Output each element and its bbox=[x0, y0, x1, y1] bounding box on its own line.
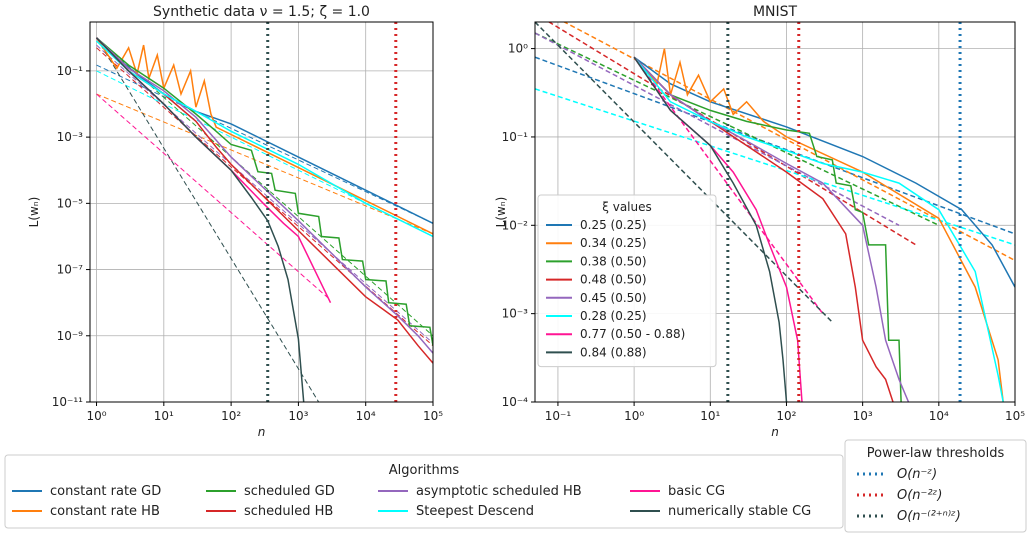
legend-label: O(n⁻²ᶻ) bbox=[897, 488, 942, 503]
x-tick-label: 10⁵ bbox=[423, 409, 443, 423]
y-tick-label: 10⁰ bbox=[508, 42, 528, 56]
x-tick-label: 10⁰ bbox=[86, 409, 106, 423]
legend-label: O(n⁻⁽²⁺ⁿ⁾ᶻ) bbox=[897, 509, 961, 524]
y-axis-label: L(wₙ) bbox=[494, 197, 508, 228]
algorithms-legend: Algorithms constant rate GD constant rate … bbox=[4, 454, 844, 529]
legend-label: scheduled GD bbox=[244, 484, 335, 499]
series-line bbox=[95, 40, 433, 238]
chart-title: Synthetic data ν = 1.5; ζ = 1.0 bbox=[153, 4, 370, 20]
legend-label: O(n⁻ᶻ) bbox=[897, 467, 937, 482]
plot-area bbox=[95, 22, 433, 402]
series-line bbox=[95, 37, 433, 354]
y-tick-label: 10⁻⁴ bbox=[502, 395, 529, 409]
legend-label: 0.48 (0.50) bbox=[580, 273, 647, 287]
y-axis-label: L(wₙ) bbox=[27, 197, 41, 228]
asymptote-line bbox=[96, 64, 433, 224]
asymptote-line bbox=[535, 32, 940, 226]
series-line bbox=[633, 56, 788, 402]
y-tick-label: 10⁻⁵ bbox=[57, 196, 84, 210]
series-line bbox=[633, 56, 902, 402]
asymptote-line bbox=[96, 93, 433, 235]
power-law-thresholds-legend: Power-law thresholds O(n⁻ᶻ) O(n⁻²ᶻ) O(n⁻⁽²⁺… bbox=[844, 439, 1027, 533]
y-tick-label: 10⁻³ bbox=[502, 307, 529, 321]
axes-frame bbox=[89, 21, 434, 403]
x-tick-label: 10⁴ bbox=[929, 409, 949, 423]
legend-title: Algorithms bbox=[389, 463, 460, 478]
y-tick-label: 10⁻¹¹ bbox=[52, 395, 83, 409]
asymptote-line bbox=[535, 56, 1015, 235]
y-tick-label: 10⁻⁷ bbox=[57, 263, 84, 277]
y-tick-label: 10⁻⁹ bbox=[57, 329, 84, 343]
legend-label: Steepest Descend bbox=[416, 504, 534, 519]
asymptote-line bbox=[633, 56, 824, 315]
asymptote-line bbox=[547, 22, 917, 246]
legend-label: scheduled HB bbox=[244, 504, 333, 519]
synthetic-data-panel: 10⁰ 10¹ 10² 10³ 10⁴ 10⁵ 10⁻¹¹ 10⁻⁹ 10⁻⁷ 10⁻⁵ 10⁻³ 1… bbox=[27, 4, 443, 439]
asymptote-line bbox=[96, 37, 320, 402]
asymptote-line bbox=[535, 32, 900, 226]
legend-box bbox=[537, 194, 717, 368]
x-tick-label: 10¹ bbox=[154, 409, 174, 423]
series-line bbox=[633, 56, 1015, 288]
chart-title: MNIST bbox=[753, 4, 798, 20]
x-tick-label: 10⁴ bbox=[356, 409, 376, 423]
legend-label: constant rate HB bbox=[50, 504, 160, 519]
series-line bbox=[95, 37, 332, 304]
legend-label: constant rate GD bbox=[50, 484, 161, 499]
legend-label: 0.34 (0.25) bbox=[580, 236, 647, 250]
x-tick-label: 10² bbox=[221, 409, 241, 423]
y-tick-label: 10⁻³ bbox=[57, 130, 84, 144]
legend-label: numerically stable CG bbox=[668, 504, 811, 519]
legend-title: ξ values bbox=[602, 200, 652, 214]
y-tick-label: 10⁻¹ bbox=[502, 130, 529, 144]
legend-label: 0.84 (0.88) bbox=[580, 345, 647, 359]
x-tick-label: 10² bbox=[776, 409, 796, 423]
asymptote-line bbox=[96, 44, 433, 344]
series-line bbox=[633, 56, 1004, 402]
series-line bbox=[95, 37, 305, 402]
axes-frame bbox=[534, 21, 1016, 403]
x-axis-label: n bbox=[258, 425, 266, 439]
xi-values-legend: ξ values 0.25 (0.25) 0.34 (0.25) 0.38 (0.50… bbox=[537, 194, 717, 368]
x-tick-label: 10⁰ bbox=[624, 409, 644, 423]
legend-label: 0.28 (0.25) bbox=[580, 309, 647, 323]
series-line bbox=[96, 37, 433, 346]
legend-label: 0.45 (0.50) bbox=[580, 291, 647, 305]
mnist-panel: 10⁻¹ 10⁰ 10¹ 10² 10³ 10⁴ 10⁵ 10⁻⁴ 10⁻³ 10⁻² 10⁻¹ 10… bbox=[494, 4, 1025, 439]
asymptote-line bbox=[535, 88, 1015, 246]
y-tick-label: 10⁻¹ bbox=[57, 64, 84, 78]
x-tick-label: 10⁻¹ bbox=[545, 409, 572, 423]
legend-title: Power-law thresholds bbox=[867, 446, 1005, 461]
x-tick-label: 10⁵ bbox=[1005, 409, 1025, 423]
y-tick-label: 10⁻² bbox=[502, 218, 529, 232]
asymptote-line bbox=[96, 93, 331, 301]
asymptote-line bbox=[535, 22, 833, 323]
legend-box bbox=[4, 454, 844, 529]
x-axis-label: n bbox=[771, 425, 779, 439]
x-tick-label: 10¹ bbox=[700, 409, 720, 423]
legend-label: 0.25 (0.25) bbox=[580, 218, 647, 232]
legend-label: 0.77 (0.50 - 0.88) bbox=[580, 327, 685, 341]
series-line bbox=[633, 56, 910, 402]
legend-box bbox=[844, 439, 1027, 533]
x-tick-label: 10³ bbox=[853, 409, 873, 423]
x-tick-label: 10³ bbox=[288, 409, 308, 423]
legend-label: 0.38 (0.50) bbox=[580, 254, 647, 268]
legend-label: asymptotic scheduled HB bbox=[416, 484, 582, 499]
plot-area bbox=[535, 22, 1015, 402]
legend-label: basic CG bbox=[668, 484, 725, 499]
